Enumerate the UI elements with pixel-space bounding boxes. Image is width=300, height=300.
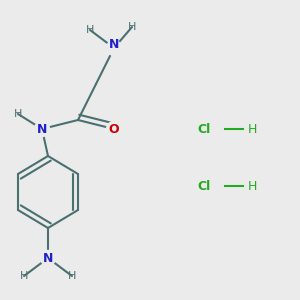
Text: Cl: Cl [197,122,211,136]
Circle shape [106,40,122,56]
Text: H: H [247,179,257,193]
Circle shape [34,122,50,136]
Circle shape [106,122,122,136]
Text: Cl: Cl [197,179,211,193]
Text: H: H [20,271,28,281]
Text: N: N [109,38,119,52]
Text: H: H [86,25,94,35]
Text: H: H [128,22,136,32]
Circle shape [40,250,56,266]
Text: H: H [68,271,76,281]
Text: H: H [247,122,257,136]
Text: O: O [109,122,119,136]
Text: N: N [37,122,47,136]
Text: N: N [43,251,53,265]
Text: H: H [14,109,22,119]
